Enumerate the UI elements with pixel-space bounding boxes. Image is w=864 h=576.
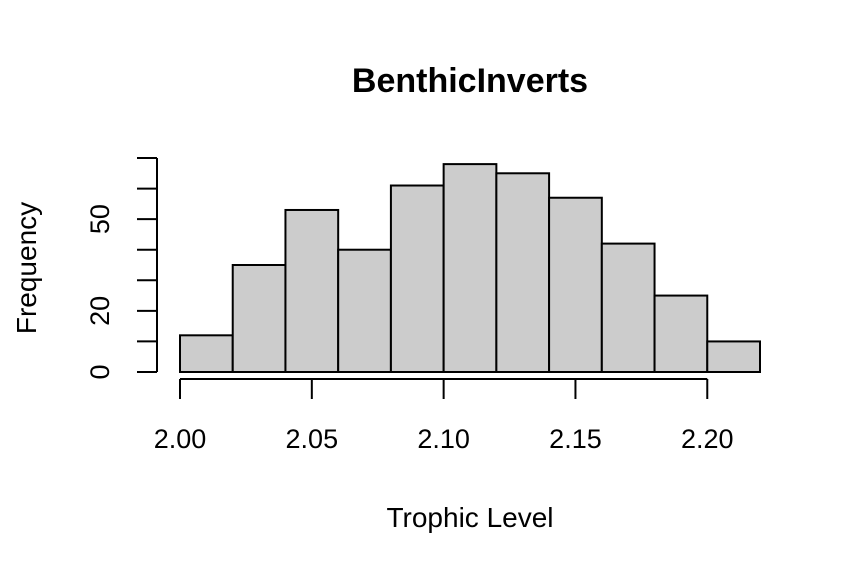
histogram-bar-2 [231,264,287,373]
histogram-bar-6 [442,163,498,373]
x-axis-label: Trophic Level [386,502,553,533]
x-tick-label-4: 2.15 [549,424,602,454]
histogram-bar-7 [495,172,551,373]
y-axis-label: Frequency [11,202,42,334]
x-tick-label-2: 2.05 [286,424,339,454]
x-tick-label-1: 2.00 [154,424,207,454]
y-tick-label-3: 50 [85,204,115,234]
histogram-bar-3 [284,208,340,373]
histogram-bar-5 [389,184,445,373]
histogram-bar-9 [600,242,656,373]
histogram-bar-8 [548,196,603,373]
y-axis: 0 20 50 [85,157,158,380]
x-tick-label-5: 2.20 [681,424,734,454]
y-tick-label-1: 0 [85,364,115,379]
x-axis: 2.00 2.05 2.10 2.15 2.20 [154,378,734,454]
bars-group [179,163,761,374]
histogram-bar-1 [179,334,234,374]
histogram-bar-4 [337,248,392,373]
y-tick-label-2: 20 [85,296,115,326]
x-tick-label-3: 2.10 [417,424,470,454]
histogram-bar-10 [653,294,709,374]
chart-title: BenthicInverts [352,62,588,100]
histogram-bar-11 [706,340,761,373]
